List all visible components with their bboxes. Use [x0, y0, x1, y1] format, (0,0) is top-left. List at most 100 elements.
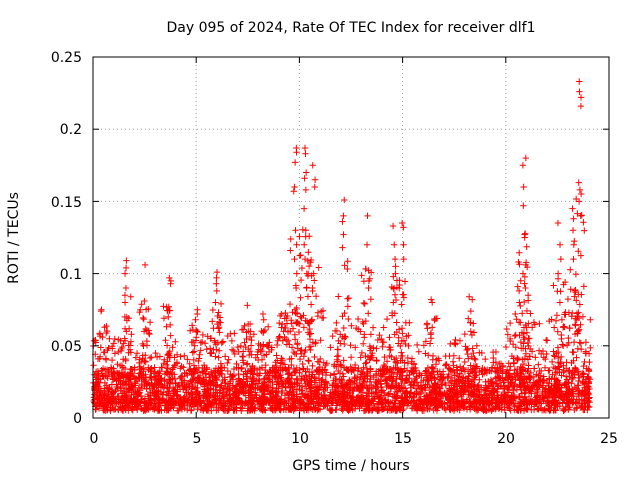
- data-point: [127, 381, 135, 389]
- data-point: [494, 364, 501, 371]
- data-point: [213, 274, 220, 282]
- data-point: [543, 350, 550, 358]
- data-point: [363, 241, 371, 248]
- data-point: [568, 380, 575, 387]
- data-point: [504, 389, 512, 396]
- data-point: [519, 380, 527, 387]
- data-point: [511, 370, 518, 378]
- data-point: [429, 363, 436, 371]
- data-point: [278, 355, 285, 362]
- data-point: [549, 371, 556, 378]
- data-point: [552, 406, 559, 414]
- data-point: [542, 385, 550, 393]
- data-points: [90, 78, 594, 414]
- data-point: [146, 399, 153, 406]
- data-point: [97, 344, 104, 351]
- data-point: [300, 405, 307, 413]
- data-point: [275, 378, 282, 385]
- data-point: [391, 291, 399, 298]
- data-point: [286, 300, 294, 308]
- data-point: [419, 407, 426, 414]
- data-point: [345, 294, 352, 302]
- data-point: [98, 370, 106, 377]
- data-point: [216, 314, 224, 321]
- data-point: [339, 218, 346, 225]
- data-point: [304, 272, 312, 280]
- data-point: [218, 339, 225, 347]
- data-point: [427, 296, 435, 303]
- data-point: [165, 389, 173, 397]
- data-point: [305, 357, 312, 364]
- data-point: [339, 405, 347, 412]
- data-point: [122, 264, 130, 272]
- data-point: [362, 394, 370, 401]
- data-point: [231, 330, 238, 337]
- data-point: [407, 389, 415, 397]
- data-point: [269, 387, 276, 394]
- data-point: [482, 367, 489, 374]
- data-point: [210, 346, 217, 354]
- data-point: [408, 369, 415, 376]
- data-point: [365, 310, 372, 317]
- data-point: [461, 387, 468, 395]
- data-point: [92, 368, 100, 375]
- data-point: [299, 360, 306, 368]
- data-point: [307, 256, 315, 264]
- data-point: [284, 390, 292, 398]
- data-point: [194, 310, 201, 318]
- data-point: [490, 404, 497, 412]
- data-point: [521, 399, 528, 406]
- data-point: [476, 349, 483, 356]
- data-point: [260, 341, 267, 348]
- data-point: [521, 234, 528, 241]
- data-point: [510, 359, 517, 367]
- data-point: [558, 382, 566, 389]
- data-point: [253, 397, 261, 405]
- data-point: [338, 376, 345, 383]
- data-point: [173, 399, 181, 407]
- data-point: [541, 406, 548, 413]
- data-point: [572, 270, 580, 278]
- data-point: [209, 399, 216, 406]
- data-point: [193, 388, 200, 396]
- data-point: [428, 299, 436, 306]
- data-point: [466, 380, 473, 387]
- data-point: [505, 383, 512, 390]
- data-point: [163, 398, 170, 405]
- data-point: [243, 329, 250, 336]
- data-point: [224, 367, 232, 375]
- data-point: [573, 297, 580, 304]
- data-point: [99, 365, 107, 372]
- data-point: [470, 376, 478, 384]
- data-point: [302, 186, 310, 194]
- data-point: [575, 382, 582, 389]
- data-point: [286, 389, 293, 396]
- data-point: [143, 342, 151, 349]
- data-point: [114, 385, 122, 392]
- data-point: [207, 345, 214, 352]
- data-point: [121, 390, 128, 397]
- data-point: [215, 365, 222, 372]
- data-point: [203, 346, 210, 353]
- data-point: [522, 230, 529, 237]
- data-point: [245, 345, 252, 353]
- data-point: [196, 377, 203, 384]
- data-point: [159, 391, 166, 398]
- data-point: [550, 363, 558, 371]
- data-point: [350, 367, 358, 374]
- data-point: [288, 380, 296, 387]
- data-point: [127, 349, 135, 356]
- data-point: [164, 384, 171, 391]
- data-point: [266, 339, 273, 346]
- data-point: [555, 354, 562, 362]
- data-point: [101, 385, 108, 392]
- data-point: [362, 352, 369, 360]
- data-point: [187, 378, 194, 385]
- data-point: [288, 361, 295, 369]
- data-point: [317, 398, 325, 406]
- data-point: [114, 361, 121, 368]
- data-point: [575, 309, 582, 316]
- data-point: [395, 334, 402, 341]
- data-point: [315, 394, 322, 402]
- data-point: [449, 358, 457, 365]
